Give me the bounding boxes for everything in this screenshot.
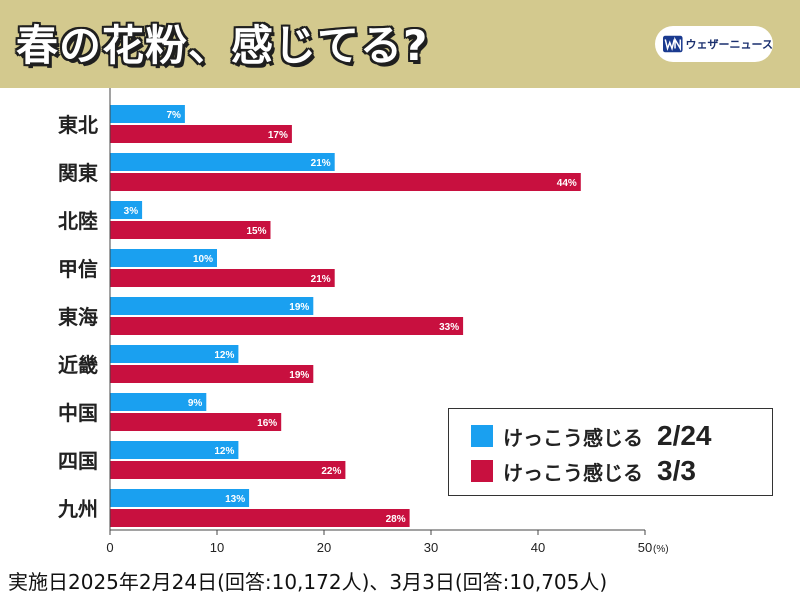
data-label: 12% (214, 446, 234, 457)
bar-1 (110, 249, 217, 267)
category-label: 北陸 (58, 209, 98, 233)
data-label: 7% (166, 110, 181, 121)
data-label: 28% (386, 514, 406, 525)
data-label: 13% (225, 494, 245, 505)
legend-swatch-series-1 (471, 425, 493, 447)
brand-logo: ウェザーニュース (655, 26, 773, 62)
category-label: 中国 (58, 401, 98, 425)
x-tick-label: 40 (531, 540, 545, 555)
category-label: 九州 (57, 497, 98, 521)
legend-item-series-1: けっこう感じる 2/24 (471, 420, 712, 451)
data-label: 10% (193, 254, 213, 265)
bar-1 (110, 393, 207, 411)
survey-footnote: 実施日2025年2月24日(回答:10,172人)、3月3日(回答:10,705… (8, 570, 608, 594)
bar-2 (110, 125, 292, 143)
bar-2 (110, 365, 314, 383)
bar-1 (110, 345, 239, 363)
bar-1 (110, 441, 239, 459)
data-label: 15% (246, 226, 266, 237)
bar-2 (110, 317, 464, 335)
chart-title: 春の花粉、感じてる? (16, 21, 429, 70)
legend-date-series-2: 3/3 (657, 455, 696, 486)
x-tick-label: 0 (106, 540, 113, 555)
data-label: 16% (257, 418, 277, 429)
x-tick-label: 20 (317, 540, 331, 555)
bar-1 (110, 105, 185, 123)
data-label: 21% (311, 158, 331, 169)
wn-logo-icon (663, 35, 683, 53)
data-label: 3% (124, 206, 139, 217)
x-unit-label: (%) (653, 544, 669, 555)
bar-1 (110, 201, 143, 219)
bar-2 (110, 461, 346, 479)
data-label: 17% (268, 130, 288, 141)
category-label: 四国 (58, 449, 98, 473)
data-label: 33% (439, 322, 459, 333)
bar-1 (110, 297, 314, 315)
bar-1 (110, 489, 250, 507)
legend-swatch-series-2 (471, 460, 493, 482)
chart-legend: けっこう感じる 2/24 けっこう感じる 3/3 (448, 408, 773, 496)
bar-2 (110, 269, 335, 287)
x-tick-label: 50 (638, 540, 652, 555)
header-bar: 春の花粉、感じてる? ウェザーニュース (0, 0, 800, 88)
legend-item-series-2: けっこう感じる 3/3 (471, 455, 696, 486)
bar-2 (110, 509, 410, 527)
data-label: 22% (321, 466, 341, 477)
category-label: 東海 (58, 305, 98, 329)
bar-chart: 東北 7% 17% 関東 21% 44% 北陸 3% 15% 甲信 10% 21% 東海 19% 33% 近畿… (57, 88, 669, 555)
category-label: 関東 (58, 161, 98, 185)
legend-label-series-2: けっこう感じる (503, 460, 643, 485)
category-label: 東北 (58, 113, 98, 137)
logo-text: ウェザーニュース (685, 38, 773, 51)
data-label: 12% (214, 350, 234, 361)
x-tick-label: 10 (210, 540, 224, 555)
bar-2 (110, 413, 282, 431)
category-label: 近畿 (58, 353, 98, 377)
bar-1 (110, 153, 335, 171)
bar-2 (110, 173, 581, 191)
data-label: 19% (289, 370, 309, 381)
legend-date-series-1: 2/24 (657, 420, 712, 451)
data-label: 21% (311, 274, 331, 285)
data-label: 44% (557, 178, 577, 189)
data-label: 9% (188, 398, 203, 409)
data-label: 19% (289, 302, 309, 313)
bar-2 (110, 221, 271, 239)
category-label: 甲信 (58, 257, 98, 281)
legend-label-series-1: けっこう感じる (503, 425, 643, 450)
x-tick-label: 30 (424, 540, 438, 555)
